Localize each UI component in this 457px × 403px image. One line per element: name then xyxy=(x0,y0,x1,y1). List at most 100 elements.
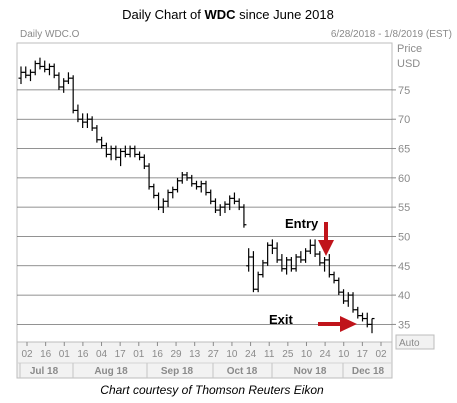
ohlc-bar xyxy=(184,171,190,181)
ohlc-bar xyxy=(303,248,309,263)
chart-credit: Chart courtesy of Thomson Reuters Eikon xyxy=(100,383,324,397)
x-tick-label: 17 xyxy=(115,349,127,360)
y-tick-label: 45 xyxy=(398,261,410,273)
month-label: Dec 18 xyxy=(352,366,385,377)
ohlc-bar xyxy=(23,66,29,79)
chart-title: Daily Chart of WDC since June 2018 xyxy=(122,7,334,22)
y-tick-label: 70 xyxy=(398,114,410,126)
x-tick-label: 04 xyxy=(96,349,108,360)
ohlc-bar xyxy=(156,192,162,211)
ohlc-bar xyxy=(255,271,261,293)
x-tick-label: 02 xyxy=(375,349,387,360)
ohlc-bar xyxy=(317,251,323,266)
ohlc-bar xyxy=(364,312,370,328)
ohlc-bar xyxy=(288,256,294,272)
x-tick-label: 11 xyxy=(264,349,275,360)
ohlc-bar xyxy=(231,192,237,205)
ohlc-bar xyxy=(322,256,328,272)
ohlc-bar xyxy=(113,145,119,161)
x-axis-band xyxy=(16,341,393,379)
ohlc-bar xyxy=(241,204,247,228)
ohlc-bar xyxy=(246,248,252,272)
ohlc-bar xyxy=(217,204,223,216)
exit-arrow xyxy=(318,316,357,332)
month-label: Sep 18 xyxy=(161,366,194,377)
ticker-label: Daily WDC.O xyxy=(20,29,80,40)
ohlc-bar xyxy=(65,72,71,85)
ohlc-bar xyxy=(222,201,228,214)
ohlc-bar xyxy=(369,317,375,334)
ohlc-bar xyxy=(236,198,242,211)
ohlc-bar xyxy=(118,148,124,167)
ohlc-bar xyxy=(312,239,318,257)
x-tick-label: 10 xyxy=(338,349,350,360)
ohlc-bar xyxy=(298,251,304,263)
x-tick-label: 29 xyxy=(170,349,182,360)
ohlc-bar xyxy=(208,189,214,205)
x-tick-label: 17 xyxy=(357,349,369,360)
ohlc-bar xyxy=(70,75,76,114)
y-tick-label: 35 xyxy=(398,319,410,331)
x-tick-label: 01 xyxy=(59,349,71,360)
x-tick-label: 16 xyxy=(77,349,89,360)
auto-scale-button[interactable] xyxy=(395,334,435,350)
y-tick-label: 60 xyxy=(398,173,410,185)
x-tick-label: 16 xyxy=(152,349,164,360)
ohlc-bar xyxy=(279,254,285,272)
x-tick-label: 25 xyxy=(282,349,294,360)
x-tick-label: 10 xyxy=(301,349,313,360)
ohlc-bar xyxy=(132,145,138,158)
ohlc-bar xyxy=(227,195,233,211)
y-tick-label: 65 xyxy=(398,144,410,156)
ohlc-bar xyxy=(122,145,128,158)
x-tick-label: 02 xyxy=(21,349,33,360)
price-axis-title: Price xyxy=(397,43,422,55)
ohlc-bar xyxy=(355,306,361,319)
ohlc-bar xyxy=(75,104,81,123)
ohlc-bar xyxy=(42,60,48,73)
month-label: Oct 18 xyxy=(227,366,258,377)
ohlc-bar xyxy=(99,136,105,149)
ohlc-bar xyxy=(160,198,166,214)
month-label: Aug 18 xyxy=(94,366,128,377)
ohlc-bar xyxy=(307,239,313,255)
x-tick-label: 01 xyxy=(133,349,145,360)
ohlc-bar xyxy=(146,163,152,190)
ohlc-bar xyxy=(360,312,366,322)
ohlc-bar xyxy=(341,289,347,304)
ohlc-bar xyxy=(345,292,351,307)
ohlc-bar xyxy=(269,239,275,255)
x-tick-label: 10 xyxy=(226,349,238,360)
y-tick-label: 50 xyxy=(398,231,410,243)
ohlc-bar xyxy=(198,180,204,193)
ohlc-bar xyxy=(56,72,62,90)
ohlc-bar xyxy=(61,78,67,93)
ohlc-bar xyxy=(80,113,86,129)
x-tick-label: 16 xyxy=(40,349,52,360)
month-label: Jul 18 xyxy=(30,366,59,377)
x-tick-label: 13 xyxy=(189,349,201,360)
ohlc-bar xyxy=(137,151,143,161)
x-tick-label: 24 xyxy=(320,349,332,360)
entry-arrow xyxy=(318,222,334,256)
y-tick-label: 75 xyxy=(398,85,410,97)
ohlc-bar xyxy=(194,180,199,190)
ohlc-bar xyxy=(331,271,337,284)
date-range-label: 6/28/2018 - 1/8/2019 (EST) xyxy=(331,29,452,40)
ohlc-bar xyxy=(179,171,185,184)
entry-label: Entry xyxy=(285,216,319,231)
ohlc-bar xyxy=(84,113,90,129)
ohlc-bar xyxy=(141,154,147,170)
ohlc-bar xyxy=(127,145,133,158)
ohlc-bar xyxy=(293,254,299,272)
ohlc-bar xyxy=(326,254,332,278)
ohlc-bar xyxy=(336,277,342,296)
ohlc-bar xyxy=(27,69,33,82)
exit-label: Exit xyxy=(269,312,294,327)
ohlc-bar xyxy=(203,180,209,196)
ohlc-bar xyxy=(170,186,176,199)
auto-scale-label: Auto xyxy=(399,338,420,349)
ohlc-bar xyxy=(51,63,57,79)
ohlc-bar xyxy=(274,242,280,263)
